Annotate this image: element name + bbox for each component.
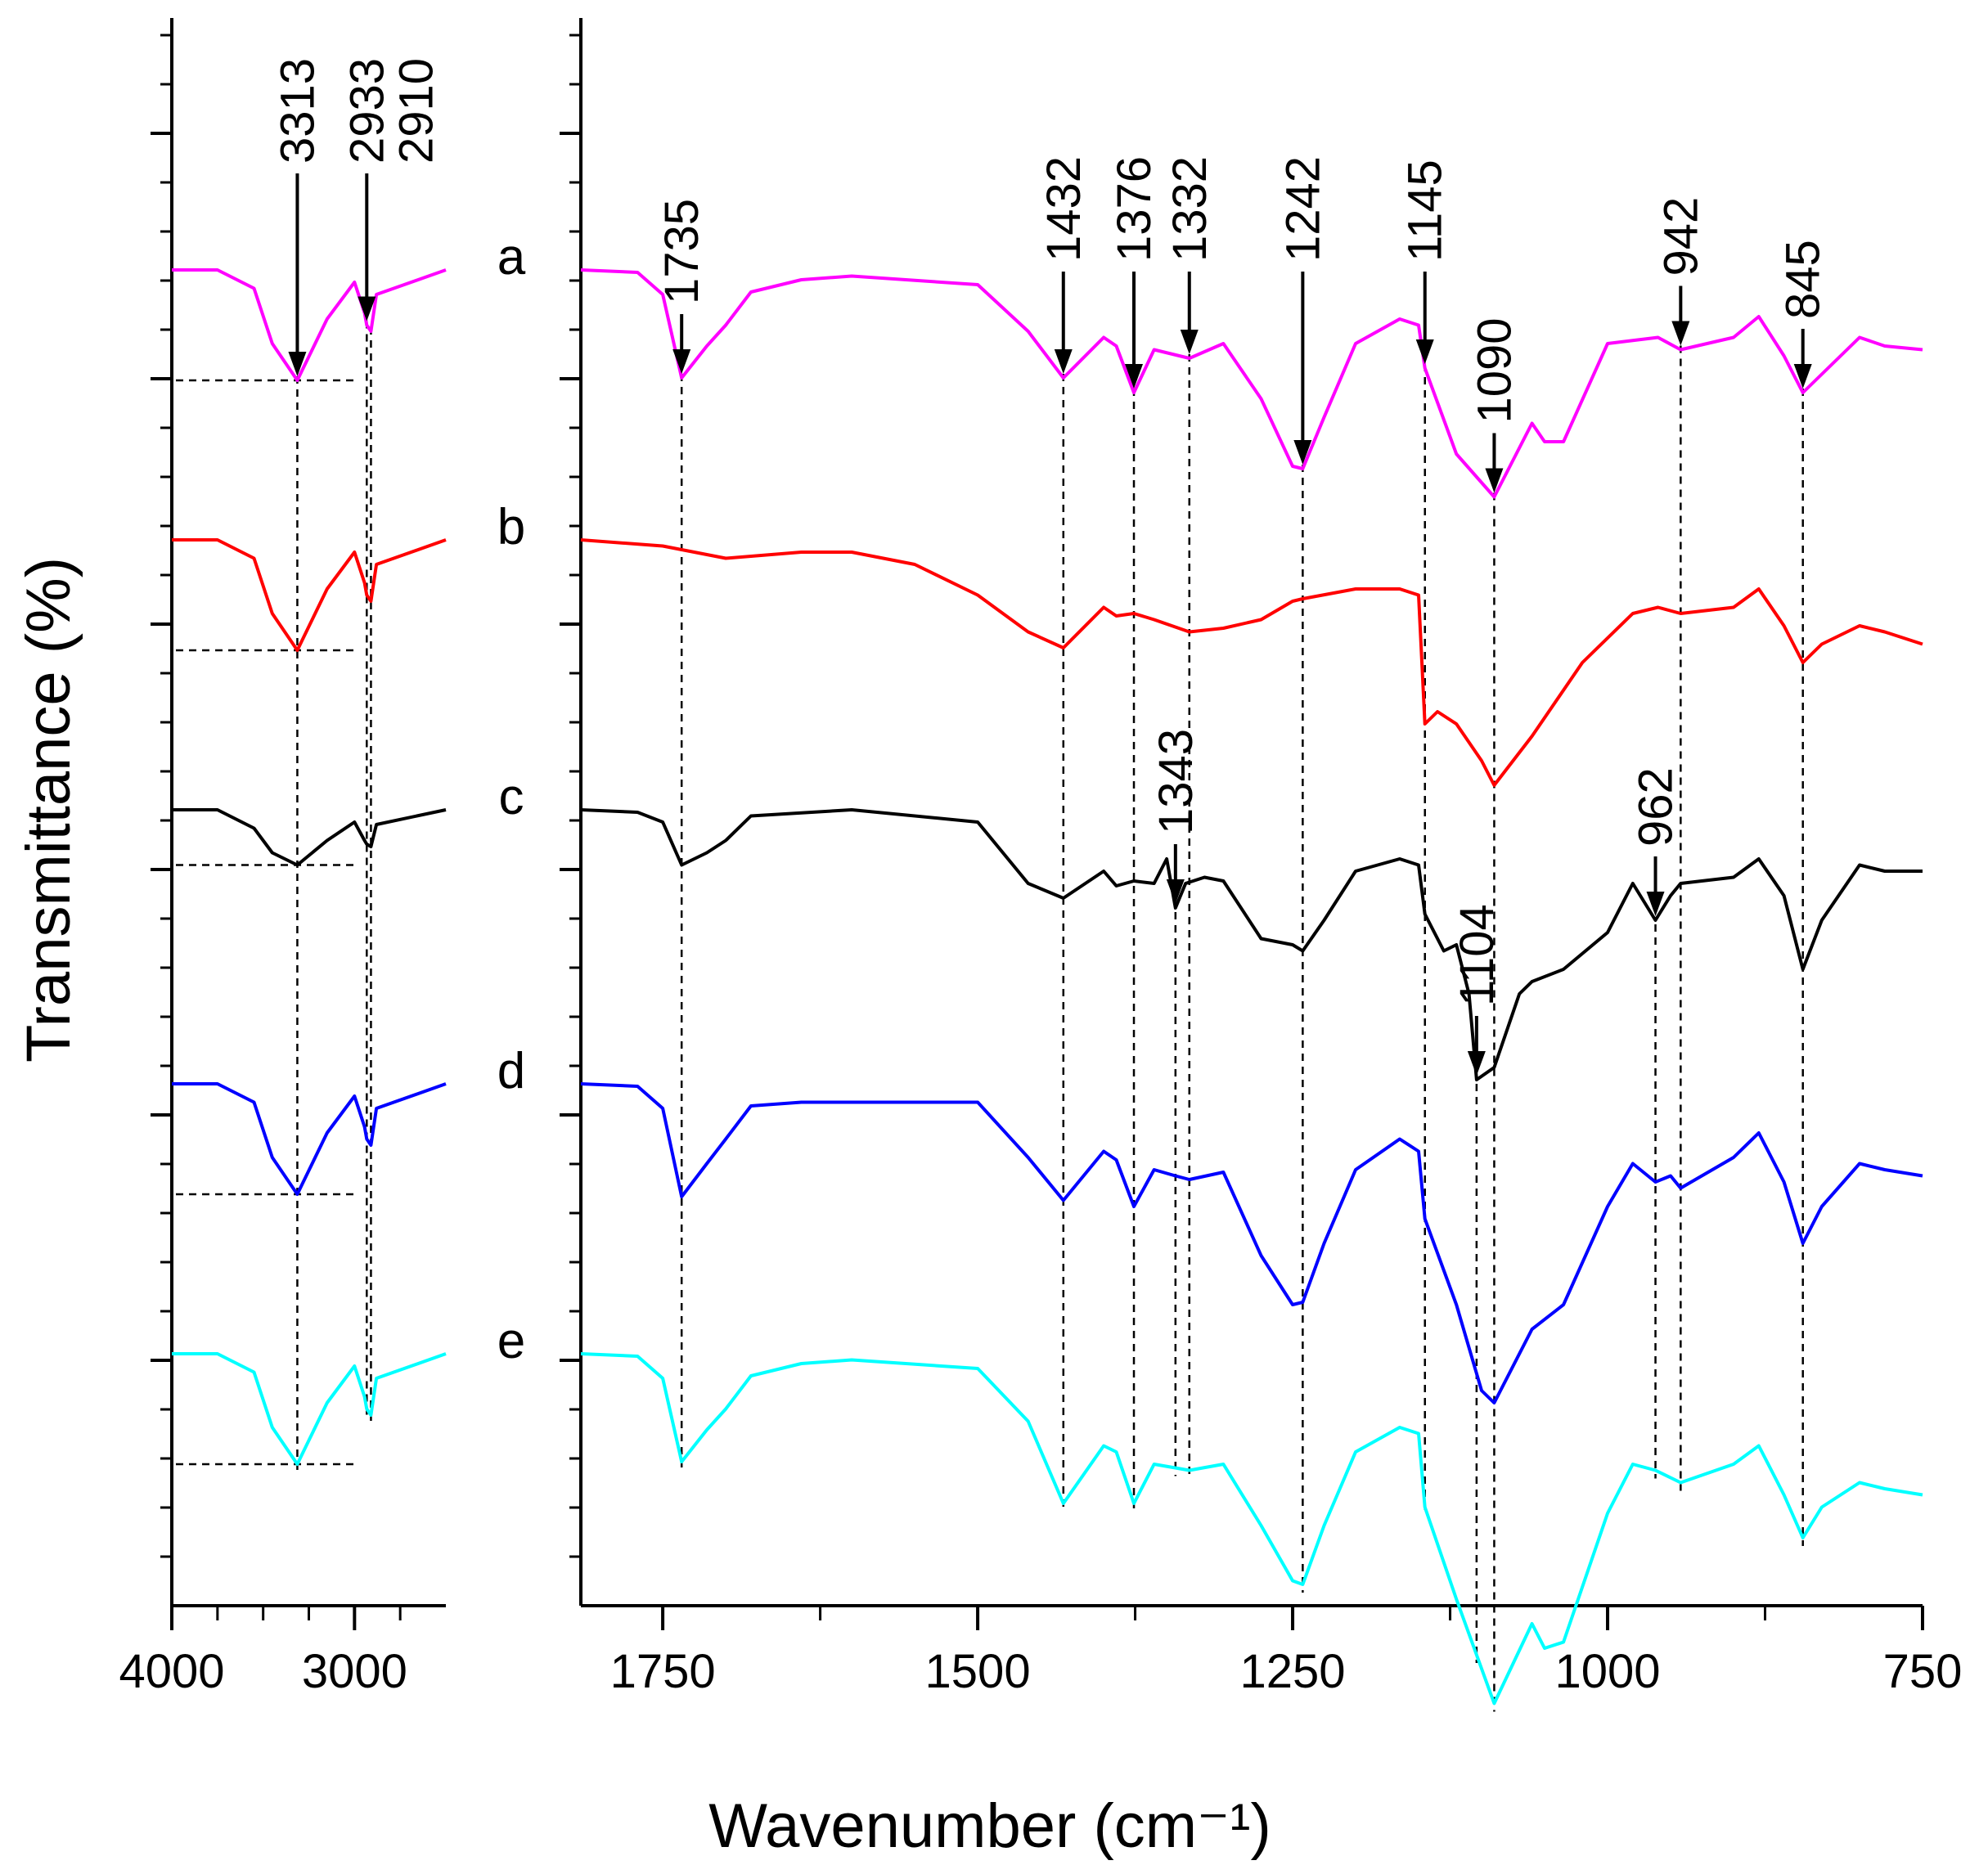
arrowhead-845 xyxy=(1793,364,1812,389)
x-tick-label: 1750 xyxy=(610,1645,716,1698)
axes: 4000 3000 1750 1500 1250 1000 750 xyxy=(119,18,1962,1698)
arrowhead-1242 xyxy=(1293,440,1312,465)
x-tick-label: 1250 xyxy=(1240,1645,1346,1698)
arrowhead-1735 xyxy=(672,349,691,374)
x-tick-label: 3000 xyxy=(302,1645,407,1698)
arrowhead-1090 xyxy=(1485,468,1504,493)
arrowhead-1104 xyxy=(1467,1051,1486,1076)
peak-label-1104: 1104 xyxy=(1451,904,1504,1006)
series-label-b: b xyxy=(497,499,525,555)
peak-label-1332: 1332 xyxy=(1163,156,1217,262)
x-tick-label: 750 xyxy=(1883,1645,1963,1698)
x-axis-title: Wavenumber (cm⁻¹) xyxy=(708,1791,1271,1861)
spectra: a b c d e xyxy=(172,229,1923,1705)
peak-label-1376: 1376 xyxy=(1108,156,1161,262)
peak-label-1242: 1242 xyxy=(1276,156,1329,262)
spectrum-a-high xyxy=(172,268,447,382)
x-tick-label: 4000 xyxy=(119,1645,224,1698)
x-tick-label: 1500 xyxy=(925,1645,1031,1698)
peak-label-962: 962 xyxy=(1630,767,1683,847)
spectrum-d-low xyxy=(580,1082,1923,1404)
peak-label-845: 845 xyxy=(1777,240,1830,319)
peak-label-3313: 3313 xyxy=(271,58,324,164)
arrowhead-3313 xyxy=(288,352,307,376)
guide-lines xyxy=(176,321,1804,1712)
peak-label-1145: 1145 xyxy=(1399,160,1452,262)
peak-label-942: 942 xyxy=(1654,197,1707,276)
series-label-e: e xyxy=(497,1313,525,1369)
spectrum-e-low xyxy=(580,1352,1923,1705)
spectrum-a-low xyxy=(580,268,1923,499)
arrowhead-2933 xyxy=(358,296,376,321)
arrowhead-1432 xyxy=(1054,349,1073,374)
peak-label-1432: 1432 xyxy=(1037,156,1091,262)
x-tick-label: 1000 xyxy=(1555,1645,1661,1698)
arrowhead-1145 xyxy=(1415,339,1434,364)
arrowhead-962 xyxy=(1646,892,1665,916)
spectrum-c-high xyxy=(172,808,447,867)
arrowhead-942 xyxy=(1671,321,1690,346)
arrowhead-1376 xyxy=(1125,364,1144,389)
arrowhead-1332 xyxy=(1180,330,1199,354)
peak-label-1343: 1343 xyxy=(1149,729,1203,834)
spectrum-c-low xyxy=(580,808,1923,1081)
peak-label-1735: 1735 xyxy=(655,199,708,304)
spectrum-b-high xyxy=(172,538,447,652)
peak-label-1090: 1090 xyxy=(1468,317,1521,423)
arrowhead-1343 xyxy=(1166,879,1185,904)
peak-label-2910: 2910 xyxy=(389,58,443,164)
y-axis-title: Transmittance (%) xyxy=(14,557,83,1063)
series-label-d: d xyxy=(497,1043,525,1099)
spectrum-d-high xyxy=(172,1082,447,1196)
spectrum-e-high xyxy=(172,1352,447,1466)
series-label-c: c xyxy=(499,769,524,825)
spectrum-b-low xyxy=(580,538,1923,787)
series-label-a: a xyxy=(497,229,526,285)
peak-label-2933: 2933 xyxy=(340,58,394,164)
